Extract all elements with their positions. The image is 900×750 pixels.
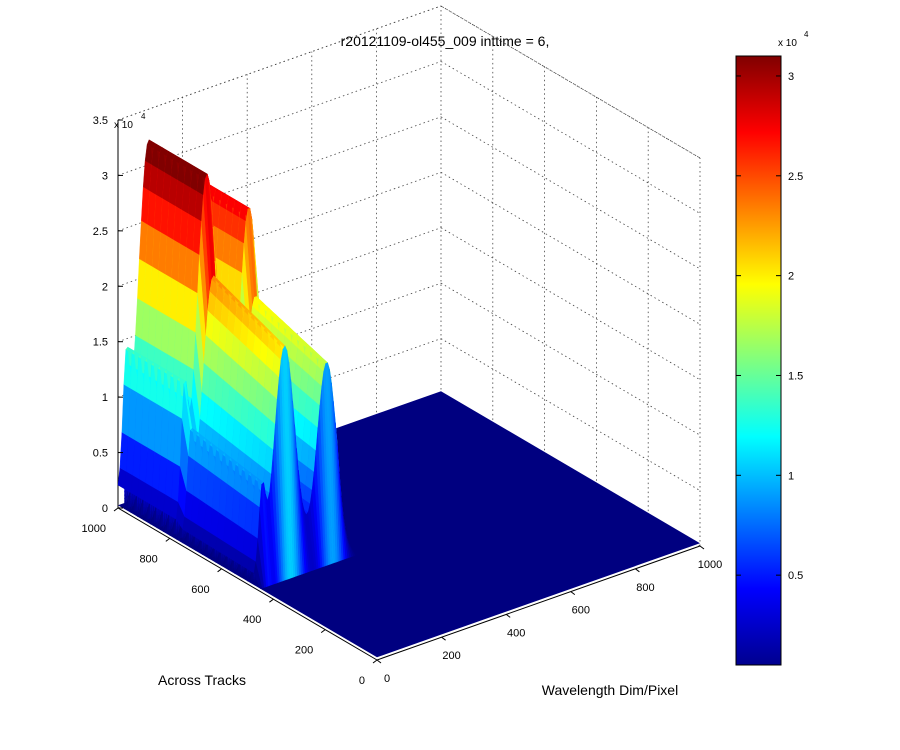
grid-line (440, 282, 701, 436)
x-axis-line (376, 545, 701, 661)
grid-line (117, 61, 442, 176)
y-axis-line (117, 507, 378, 661)
grid-line (440, 227, 701, 381)
grid-line (440, 61, 701, 214)
grid-line (117, 116, 442, 232)
grid-line (117, 227, 442, 343)
grid-line (440, 338, 701, 491)
surface-plot (117, 139, 700, 658)
grid-line (440, 5, 701, 159)
grid-line (440, 171, 701, 325)
grid-line (440, 116, 701, 270)
grid-line (440, 5, 701, 159)
grid-line (117, 171, 442, 287)
chart-title: r20121109-ol455_009 inttime = 6, (341, 33, 550, 49)
grid-line (117, 5, 442, 121)
